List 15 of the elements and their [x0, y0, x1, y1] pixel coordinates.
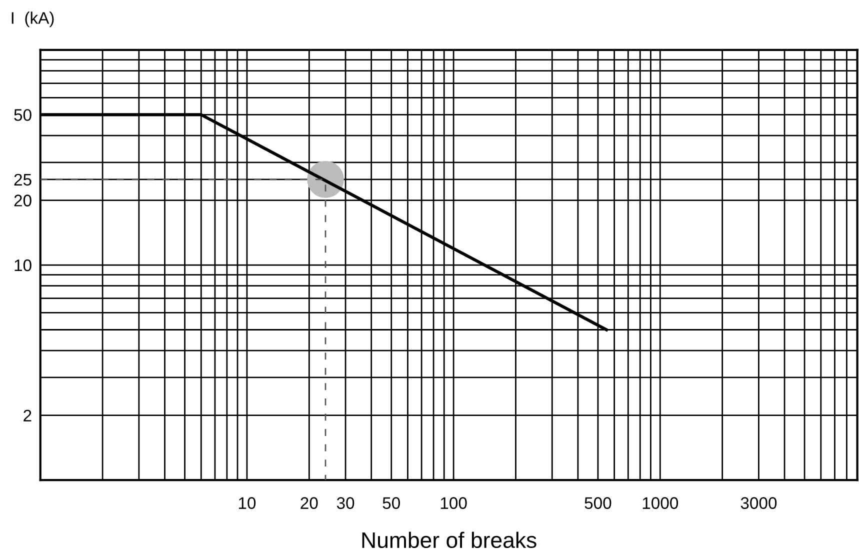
- y-tick-label: 20: [14, 194, 32, 206]
- x-tick-label: 20: [300, 497, 318, 509]
- y-tick-label: 50: [14, 109, 32, 121]
- y-tick-label: 25: [14, 174, 32, 186]
- x-tick-label: 500: [584, 497, 612, 509]
- y-tick-label: 2: [24, 410, 32, 422]
- y-tick-label: 10: [14, 259, 32, 272]
- x-tick-label: 3000: [740, 497, 777, 509]
- x-axis-title: Number of breaks: [362, 532, 536, 548]
- x-tick-label: 100: [440, 497, 467, 509]
- x-tick-label: 50: [382, 497, 400, 509]
- y-axis-title: I (kA): [12, 12, 54, 28]
- x-tick-label: 1000: [642, 497, 678, 509]
- x-tick-label: 30: [336, 497, 354, 509]
- x-tick-label: 10: [238, 497, 256, 509]
